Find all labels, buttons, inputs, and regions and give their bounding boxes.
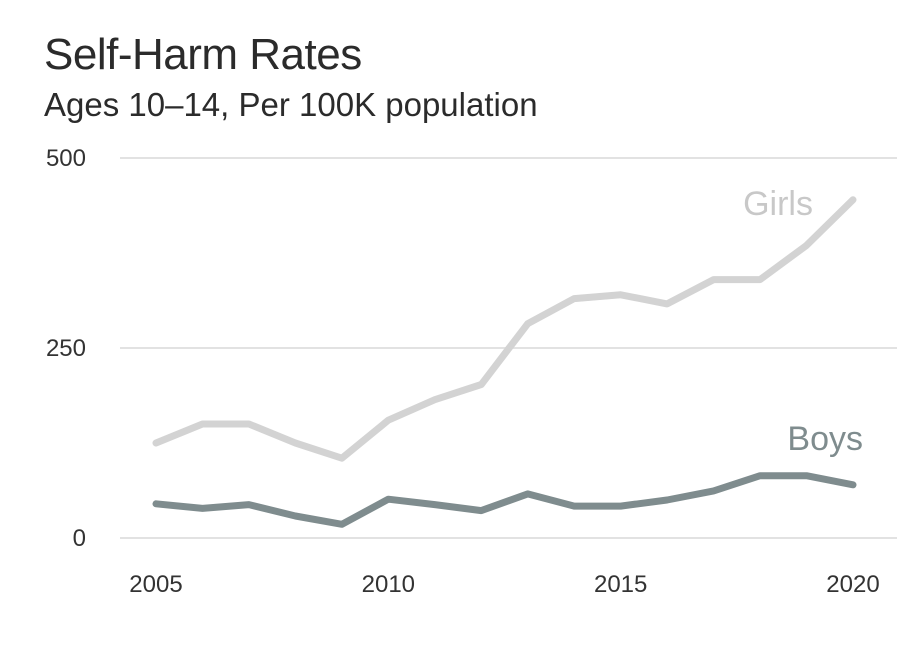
chart-subtitle: Ages 10–14, Per 100K population [44, 86, 538, 123]
series-line-girls [152, 196, 857, 462]
y-tick-label: 500 [46, 145, 86, 172]
y-axis-ticks: 0 250 500 [46, 145, 86, 552]
series-labels: Girls Boys [743, 185, 863, 458]
x-axis-ticks: 2005 2010 2015 2020 [129, 571, 879, 598]
series-label-girls: Girls [743, 185, 813, 223]
series-lines [152, 196, 857, 528]
x-tick-label: 2010 [362, 571, 415, 598]
series-label-boys: Boys [787, 420, 863, 458]
x-tick-label: 2015 [594, 571, 647, 598]
chart-title: Self-Harm Rates [44, 30, 362, 79]
x-tick-label: 2020 [826, 571, 879, 598]
series-line-boys [152, 472, 857, 528]
x-tick-label: 2005 [129, 571, 182, 598]
y-tick-label: 0 [73, 525, 86, 552]
y-tick-label: 250 [46, 335, 86, 362]
